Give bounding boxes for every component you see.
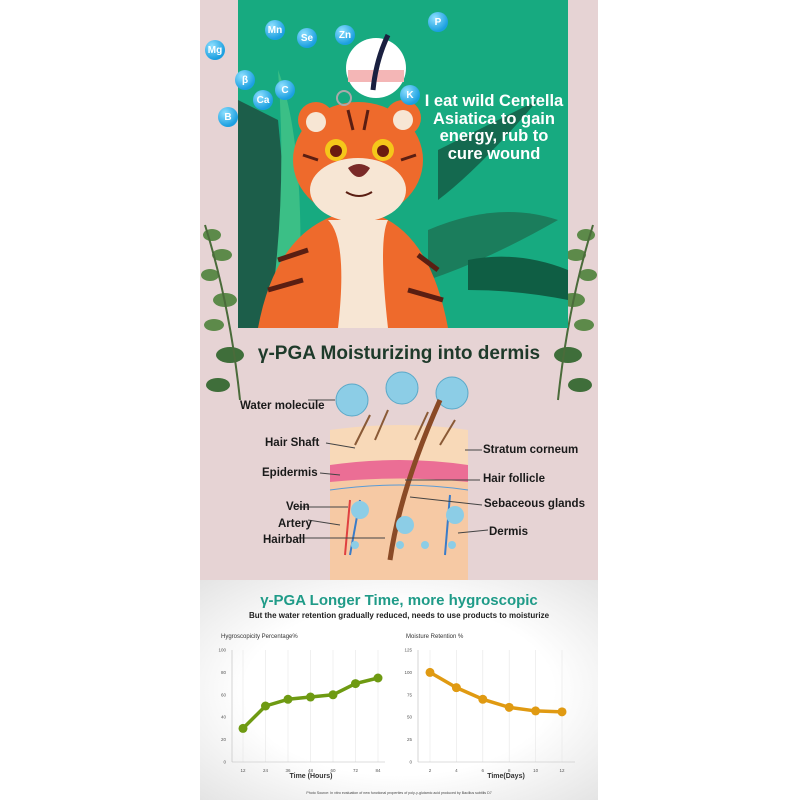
chart1-title: Hygroscopicity Percentage% xyxy=(221,634,298,640)
nutrient-bubble-se: Se xyxy=(297,28,317,48)
chart2-title: Moisture Retention % xyxy=(406,634,464,640)
label-hairball: Hairball xyxy=(263,534,306,546)
source-note: Photo Source: In vitro evaluation of new… xyxy=(306,791,492,795)
chart1-x-tick: 12 xyxy=(240,768,246,773)
chart2-y-tick: 0 xyxy=(409,760,412,765)
charts-title: γ-PGA Longer Time, more hygroscopic xyxy=(260,592,538,609)
chart1-x-tick: 84 xyxy=(375,768,381,773)
chart2-data-point xyxy=(451,683,461,693)
label-water-molecule: Water molecule xyxy=(240,400,325,412)
nutrient-bubble-mg: Mg xyxy=(205,40,225,60)
nutrient-bubble-p: P xyxy=(428,12,448,32)
chart1-data-point xyxy=(351,679,360,689)
chart1-x-tick: 24 xyxy=(263,768,269,773)
chart2-data-point xyxy=(531,706,541,716)
chart1-data-point xyxy=(306,692,315,702)
chart2-y-tick: 25 xyxy=(407,737,413,742)
nutrient-bubble-k: K xyxy=(400,85,420,105)
chart1-y-tick: 0 xyxy=(223,760,226,765)
nutrient-bubble-b: B xyxy=(218,107,238,127)
chart2-y-tick: 75 xyxy=(407,692,413,697)
chart1-x-tick: 72 xyxy=(353,768,359,773)
label-artery: Artery xyxy=(278,518,312,530)
chart1-data-point xyxy=(283,694,293,704)
nutrient-bubble-beta: β xyxy=(235,70,255,90)
label-vein: Vein xyxy=(286,501,310,513)
charts-section xyxy=(200,580,598,800)
label-hair-shaft: Hair Shaft xyxy=(265,437,320,449)
nutrient-bubble-mn: Mn xyxy=(265,20,285,40)
chart2-data-point xyxy=(425,667,435,677)
chart2-data-point xyxy=(557,707,567,717)
chart2-xlabel: Time(Days) xyxy=(487,773,525,780)
chart1-data-point xyxy=(373,673,383,683)
chart2-x-tick: 4 xyxy=(455,768,458,773)
chart2-x-tick: 6 xyxy=(482,768,485,773)
label-dermis: Dermis xyxy=(489,526,528,538)
chart1-data-point xyxy=(261,701,270,711)
water-molecule-icons xyxy=(335,371,469,417)
tiger-caption: I eat wild Centella Asiatica to gain ene… xyxy=(424,92,564,163)
chart2-x-tick: 8 xyxy=(508,768,511,773)
label-epidermis: Epidermis xyxy=(262,467,318,479)
tiger-illustration-icon xyxy=(238,33,568,328)
chart1-x-tick: 60 xyxy=(330,768,336,773)
chart2-data-point xyxy=(504,702,514,712)
chart1-data-point xyxy=(238,723,248,733)
nutrient-bubble-ca: Ca xyxy=(253,90,273,110)
chart2-y-tick: 50 xyxy=(407,715,413,720)
diagram-title: γ-PGA Moisturizing into dermis xyxy=(257,343,541,364)
charts-subtitle: But the water retention gradually reduce… xyxy=(248,611,550,620)
tiger-illustration-panel xyxy=(238,0,568,328)
chart1-x-tick: 36 xyxy=(285,768,291,773)
nutrient-bubble-c: C xyxy=(275,80,295,100)
nutrient-bubble-zn: Zn xyxy=(335,25,355,45)
chart2-y-tick: 100 xyxy=(404,670,412,675)
chart1-data-point xyxy=(328,690,338,700)
chart1-y-tick: 60 xyxy=(221,692,227,697)
label-stratum-corneum: Stratum corneum xyxy=(483,444,579,456)
chart2-x-tick: 12 xyxy=(559,768,565,773)
label-hair-follicle: Hair follicle xyxy=(483,473,545,485)
chart2-series-line xyxy=(429,670,563,714)
skin-diagram-icon xyxy=(298,371,489,580)
chart1-y-tick: 100 xyxy=(218,648,226,653)
chart2-y-tick: 125 xyxy=(404,648,412,653)
chart2-x-tick: 2 xyxy=(429,768,432,773)
chart2-data-point xyxy=(478,694,488,704)
chart1-y-tick: 40 xyxy=(221,715,227,720)
chart1-y-tick: 20 xyxy=(221,737,227,742)
chart2-x-tick: 10 xyxy=(533,768,539,773)
chart1-xlabel: Time (Hours) xyxy=(289,773,333,780)
leaf-decoration-left-icon xyxy=(201,224,244,401)
chart1-x-tick: 48 xyxy=(308,768,314,773)
chart1-y-tick: 80 xyxy=(221,670,227,675)
label-sebaceous-glands: Sebaceous glands xyxy=(484,498,585,510)
